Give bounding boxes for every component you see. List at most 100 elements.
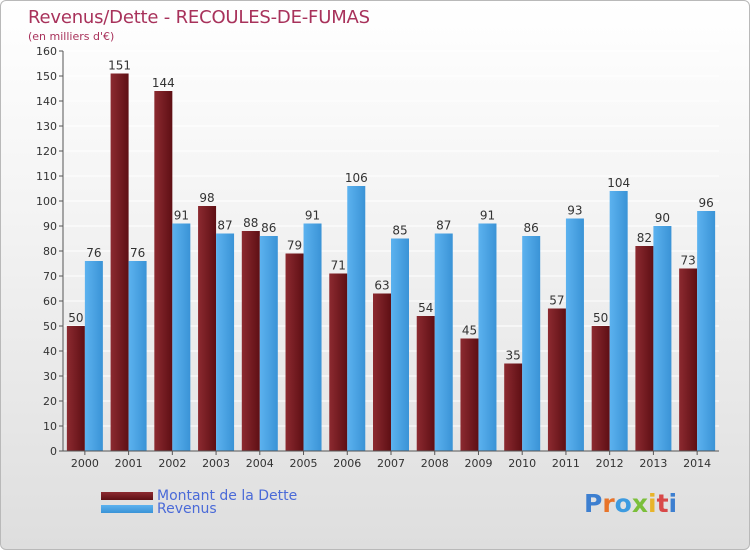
revenue-value-label: 76 [130,246,145,260]
debt-value-label: 88 [243,216,258,230]
debt-value-label: 35 [506,349,521,363]
y-tick-label: 50 [43,320,57,333]
revenue-value-label: 91 [480,209,495,223]
revenue-bar [216,233,235,451]
debt-value-label: 57 [549,294,564,308]
debt-bar [241,231,260,451]
x-tick-label: 2013 [639,457,667,470]
legend-label-revenue: Revenus [157,501,217,517]
x-tick-label: 2011 [552,457,580,470]
debt-value-label: 98 [199,191,214,205]
y-tick-label: 80 [43,245,57,258]
x-tick-label: 2001 [115,457,143,470]
logo-letter: o [614,489,632,518]
revenue-value-label: 85 [392,224,407,238]
proxiti-logo: Proxiti [584,489,677,518]
debt-bar [373,293,391,451]
debt-value-label: 151 [108,59,131,73]
x-tick-label: 2004 [246,457,274,470]
revenue-value-label: 76 [86,246,101,260]
logo-letter: P [584,489,603,518]
chart-subtitle: (en milliers d'€) [28,30,115,43]
y-tick-label: 110 [36,170,57,183]
revenue-value-label: 96 [698,196,713,210]
y-tick-label: 100 [36,195,57,208]
y-tick-label: 140 [36,95,57,108]
revenue-bar [522,236,541,451]
revenue-bar [565,218,584,451]
y-tick-label: 120 [36,145,57,158]
y-tick-label: 10 [43,420,57,433]
y-tick-label: 30 [43,370,57,383]
revenue-bar [259,236,278,451]
x-tick-label: 2002 [158,457,186,470]
x-tick-label: 2000 [71,457,99,470]
debt-bar [110,73,129,451]
revenue-bar [697,211,716,451]
revenue-value-label: 91 [174,209,189,223]
revenue-value-label: 91 [305,209,320,223]
debt-value-label: 79 [287,239,302,253]
debt-bar [285,253,304,451]
logo-letter: r [602,489,615,518]
legend-label-debt: Montant de la Dette [157,488,298,504]
debt-value-label: 144 [152,76,175,90]
y-tick-label: 60 [43,295,57,308]
debt-bar [198,206,217,451]
debt-bar [635,246,654,451]
debt-value-label: 71 [331,259,346,273]
debt-value-label: 50 [68,311,83,325]
revenue-value-label: 86 [261,221,276,235]
debt-value-label: 45 [462,324,477,338]
debt-bar [547,308,566,451]
x-tick-label: 2012 [596,457,624,470]
debt-value-label: 63 [374,279,389,293]
debt-bar [329,273,348,451]
logo-letter: t [656,489,669,518]
logo-letter: i [668,489,678,518]
y-tick-label: 0 [50,445,57,458]
debt-bar [66,326,85,451]
x-tick-label: 2009 [464,457,492,470]
debt-bar [460,338,479,451]
y-tick-label: 150 [36,70,57,83]
revenue-value-label: 106 [345,171,368,185]
revenue-value-label: 86 [524,221,539,235]
revenue-bar [303,223,322,451]
debt-value-label: 73 [680,254,695,268]
y-tick-label: 40 [43,345,57,358]
x-tick-label: 2010 [508,457,536,470]
revenue-value-label: 93 [567,204,582,218]
debt-bar [416,316,435,451]
x-tick-label: 2006 [333,457,361,470]
debt-bar [504,363,523,451]
y-tick-label: 90 [43,220,57,233]
y-tick-label: 70 [43,270,57,283]
debt-bar [591,326,610,451]
x-tick-label: 2007 [377,457,405,470]
revenue-bar [172,223,191,451]
x-tick-label: 2003 [202,457,230,470]
debt-value-label: 54 [418,301,433,315]
legend-swatch-revenue [101,505,153,513]
revenue-bar [347,186,366,451]
revenue-bar [128,261,147,451]
revenue-bar [609,191,628,451]
revenue-bar [478,223,497,451]
logo-letter: x [631,489,648,518]
debt-bar [679,268,698,451]
debt-value-label: 82 [637,231,652,245]
revenue-value-label: 104 [607,176,630,190]
axis-layer: 0 10 20 30 40 50 60 70 80 90 100 110 120 130 140 150 160… [36,45,719,470]
revenue-value-label: 90 [655,211,670,225]
y-tick-label: 160 [36,45,57,58]
x-tick-label: 2005 [290,457,318,470]
y-tick-label: 20 [43,395,57,408]
revenue-value-label: 87 [217,219,232,233]
revenue-bar [391,238,409,451]
debt-value-label: 50 [593,311,608,325]
bars-layer [66,73,716,451]
